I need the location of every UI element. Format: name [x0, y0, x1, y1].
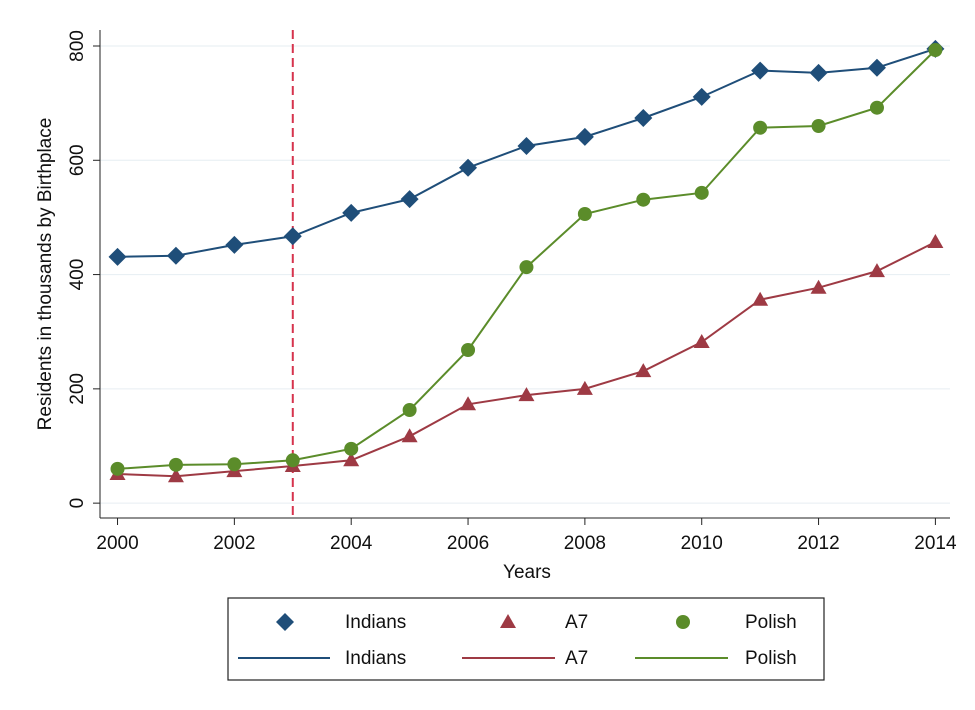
marker: [110, 461, 125, 476]
marker: [342, 203, 361, 222]
marker: [927, 234, 944, 248]
y-tick-label: 800: [67, 30, 88, 62]
legend-label: Polish: [745, 648, 797, 669]
marker: [401, 428, 418, 443]
marker: [867, 58, 886, 77]
legend-label: A7: [565, 648, 588, 669]
y-tick-label: 400: [67, 259, 88, 291]
marker: [634, 109, 653, 127]
x-axis-label: Years: [503, 562, 551, 583]
marker: [460, 396, 477, 411]
legend-label: Polish: [745, 612, 797, 633]
marker: [576, 380, 593, 395]
x-tick-label: 2002: [213, 533, 255, 554]
legend-label: A7: [565, 612, 588, 633]
x-tick-label: 2006: [447, 533, 489, 554]
marker: [276, 613, 294, 631]
marker: [225, 235, 244, 254]
marker: [753, 120, 768, 135]
series-line: [117, 241, 936, 478]
marker: [575, 127, 594, 146]
marker: [519, 260, 534, 275]
marker: [344, 441, 359, 456]
marker: [676, 615, 690, 629]
marker: [343, 452, 360, 467]
x-tick-label: 2014: [914, 533, 957, 554]
marker: [517, 137, 536, 155]
x-tick-label: 2010: [681, 533, 723, 554]
x-tick-label: 2004: [330, 533, 373, 554]
y-axis-label: Residents in thousands by Birthplace: [35, 118, 56, 431]
marker: [751, 61, 770, 80]
marker: [285, 453, 300, 468]
marker: [500, 614, 516, 628]
marker: [752, 291, 769, 306]
marker: [809, 63, 828, 82]
marker: [635, 363, 652, 378]
series-line: [117, 49, 937, 470]
marker: [868, 263, 885, 278]
marker: [810, 279, 827, 294]
marker: [461, 343, 476, 357]
marker: [402, 403, 417, 417]
legend-label: Indians: [345, 648, 406, 669]
y-tick-label: 600: [67, 144, 88, 176]
marker: [167, 468, 184, 483]
marker: [518, 387, 535, 402]
marker: [108, 247, 127, 266]
marker: [577, 207, 592, 221]
marker: [459, 158, 478, 177]
marker: [692, 87, 711, 106]
marker: [166, 246, 185, 265]
marker: [693, 334, 710, 348]
marker: [694, 185, 709, 200]
y-tick-label: 200: [67, 373, 88, 405]
x-tick-label: 2000: [96, 533, 138, 554]
marker: [227, 457, 242, 472]
legend-box: [227, 597, 825, 681]
marker: [811, 119, 826, 133]
legend-label: Indians: [345, 612, 406, 633]
marker: [928, 43, 943, 57]
marker: [168, 457, 183, 472]
marker: [869, 100, 884, 115]
marker: [636, 192, 651, 207]
x-tick-label: 2008: [564, 533, 606, 554]
marker: [283, 227, 302, 246]
x-tick-label: 2012: [797, 533, 839, 554]
y-tick-label: 0: [67, 498, 88, 509]
marker: [400, 190, 419, 209]
